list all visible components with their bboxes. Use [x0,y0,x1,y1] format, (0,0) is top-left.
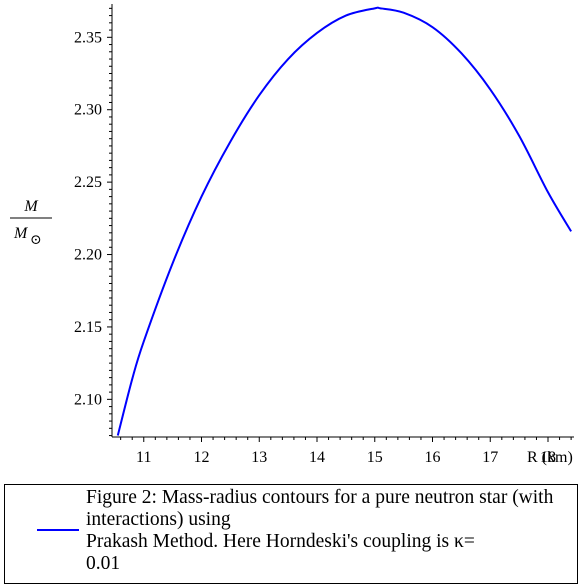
sun-symbol: ⊙ [30,233,42,248]
x-tick-label: 15 [367,449,383,466]
x-tick-label: 13 [251,449,267,466]
x-tick-label: 14 [309,449,325,466]
y-tick-label: 2.10 [74,391,102,408]
y-tick-label: 2.25 [74,174,102,191]
y-axis-label-denominator: M [13,225,29,242]
y-tick-label: 2.20 [74,247,102,264]
y-tick-label: 2.35 [74,29,102,46]
legend-series-label: Figure 2: Mass-radius contours for a pur… [86,487,554,574]
x-tick-label: 18 [540,449,556,466]
x-tick-label: 11 [136,449,151,466]
legend: Figure 2: Mass-radius contours for a pur… [4,484,578,584]
y-tick-label: 2.30 [74,102,102,119]
plot-area [111,4,574,438]
y-tick-label: 2.15 [74,319,102,336]
series-line [116,6,572,436]
x-tick-label: 12 [194,449,210,466]
x-axis-ticks: 11 12 13 14 15 16 17 18 [120,437,572,466]
y-axis-ticks: 2.10 2.15 2.20 2.25 2.30 2.35 [74,7,112,437]
y-axis-label-numerator: M [23,198,39,215]
x-tick-label: 17 [482,449,498,466]
x-tick-label: 16 [425,449,441,466]
y-axis-label: M M ⊙ [10,198,52,248]
legend-series-swatch [37,529,79,531]
x-axis-label: R (km) [527,449,573,466]
